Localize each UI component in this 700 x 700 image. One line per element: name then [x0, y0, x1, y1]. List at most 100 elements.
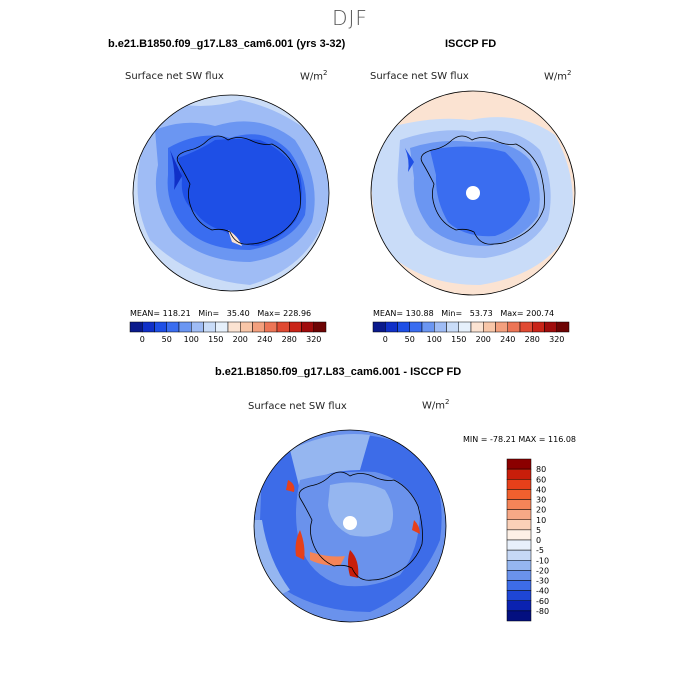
model-map-border	[132, 94, 330, 292]
model-colorbar-box	[191, 321, 204, 333]
obs-colorbar-box	[446, 321, 459, 333]
diff-colorbar-tick-label: -5	[536, 546, 544, 555]
obs-stats: MEAN= 130.88 Min= 53.73 Max= 200.74	[373, 309, 555, 318]
diff-colorbar-box	[506, 519, 532, 531]
diff-colorbar-box	[506, 499, 532, 510]
diff-colorbar-box	[506, 610, 532, 622]
diff-colorbar-tick-label: 40	[536, 485, 546, 494]
obs-colorbar-box	[507, 321, 521, 333]
obs-colorbar-box	[495, 321, 508, 333]
obs-colorbar-tick-label: 280	[525, 335, 540, 344]
obs-colorbar-box	[385, 321, 398, 333]
diff-colorbar-tick-label: -60	[536, 597, 549, 606]
model-colorbar-tick-label: 200	[233, 335, 248, 344]
diff-colorbar-tick-label: -40	[536, 587, 549, 596]
diff-colorbar-box	[506, 458, 532, 470]
model-colorbar-tick-label: 0	[140, 335, 145, 344]
diff-units-label: W/m2	[422, 398, 450, 412]
diff-colorbar-tick-label: -30	[536, 577, 549, 586]
model-panel-title: b.e21.B1850.f09_g17.L83_cam6.001 (yrs 3-…	[108, 38, 346, 50]
obs-colorbar-box	[372, 321, 386, 333]
obs-colorbar-box	[519, 321, 533, 333]
model-colorbar-box	[129, 321, 143, 333]
obs-map-border	[370, 90, 576, 296]
obs-colorbar-tick-label: 100	[427, 335, 442, 344]
obs-colorbar-box	[470, 321, 484, 333]
diff-colorbar-box	[506, 590, 532, 601]
model-colorbar-tick-label: 280	[282, 335, 297, 344]
model-colorbar-tick-label: 320	[306, 335, 321, 344]
diff-colorbar-box	[506, 509, 532, 520]
obs-colorbar-box	[409, 321, 423, 333]
model-coastline	[176, 135, 301, 245]
model-colorbar-box	[178, 321, 192, 333]
obs-colorbar-box	[421, 321, 435, 333]
model-colorbar-tick-label: 100	[184, 335, 199, 344]
diff-colorbar-box	[506, 468, 532, 480]
obs-colorbar-tick-label: 320	[549, 335, 564, 344]
diff-colorbar-tick-label: 60	[536, 475, 546, 484]
diff-colorbar-box	[506, 529, 532, 541]
model-colorbar-tick-label: 150	[208, 335, 223, 344]
model-colorbar-box	[289, 321, 302, 333]
obs-variable-label: Surface net SW flux	[370, 71, 469, 82]
model-colorbar-box	[252, 321, 265, 333]
obs-colorbar: 0 50 100 150 200 240 280 320	[372, 321, 570, 344]
diff-polar-map	[254, 430, 446, 622]
diff-colorbar-box	[506, 479, 532, 490]
diff-panel-title: b.e21.B1850.f09_g17.L83_cam6.001 - ISCCP…	[215, 366, 462, 378]
obs-colorbar-tick-label: 50	[405, 335, 415, 344]
model-colorbar-box	[301, 321, 314, 333]
diff-colorbar-tick-label: -20	[536, 566, 549, 575]
obs-colorbar-box	[434, 321, 447, 333]
obs-polar-map	[371, 91, 575, 295]
model-stats: MEAN= 118.21 Min= 35.40 Max= 228.96	[130, 309, 312, 318]
model-colorbar-box	[215, 321, 229, 333]
diff-map-border	[253, 429, 447, 623]
obs-colorbar-tick-label: 240	[500, 335, 515, 344]
obs-colorbar-box	[483, 321, 496, 333]
diff-colorbar-box	[506, 539, 532, 551]
diff-colorbar-box	[506, 580, 532, 591]
diff-colorbar-tick-label: 10	[536, 516, 546, 525]
diff-variable-label: Surface net SW flux	[248, 401, 347, 412]
diff-colorbar-box	[506, 570, 532, 581]
diff-colorbar-tick-label: 0	[536, 536, 541, 545]
diff-colorbar-tick-label: 5	[536, 526, 541, 535]
diff-colorbar-tick-label: 20	[536, 506, 546, 515]
obs-colorbar-box	[458, 321, 472, 333]
model-colorbar-box	[313, 321, 327, 333]
diff-colorbar-tick-label: -10	[536, 556, 549, 565]
obs-colorbar-box	[532, 321, 545, 333]
diff-colorbar-box	[506, 549, 532, 561]
obs-colorbar-box	[556, 321, 570, 333]
obs-colorbar-tick-label: 200	[476, 335, 491, 344]
model-colorbar-box	[264, 321, 278, 333]
diff-colorbar-tick-label: 30	[536, 496, 546, 505]
model-colorbar-tick-label: 240	[257, 335, 272, 344]
obs-colorbar-box	[397, 321, 410, 333]
diff-colorbar-tick-label: -80	[536, 607, 549, 616]
model-colorbar-box	[227, 321, 241, 333]
model-colorbar-box	[240, 321, 253, 333]
diff-colorbar-box	[506, 560, 532, 571]
model-colorbar-box	[154, 321, 167, 333]
model-colorbar-tick-label: 50	[162, 335, 172, 344]
obs-colorbar-tick-label: 0	[383, 335, 388, 344]
obs-colorbar-tick-label: 150	[451, 335, 466, 344]
diff-colorbar-box	[506, 489, 532, 500]
model-variable-label: Surface net SW flux	[125, 71, 224, 82]
diff-colorbar-box	[506, 600, 532, 612]
model-units-label: W/m2	[300, 69, 328, 83]
model-colorbar: 0 50 100 150 200 240 280 320	[129, 321, 327, 344]
diff-coastline	[298, 471, 423, 581]
obs-panel-title: ISCCP FD	[445, 38, 497, 50]
model-colorbar-box	[203, 321, 216, 333]
diff-stats: MIN = -78.21 MAX = 116.08	[463, 435, 577, 444]
model-colorbar-box	[166, 321, 180, 333]
figure-title: DJF	[332, 6, 368, 30]
diff-colorbar-tick-label: 80	[536, 465, 546, 474]
obs-units-label: W/m2	[544, 69, 572, 83]
